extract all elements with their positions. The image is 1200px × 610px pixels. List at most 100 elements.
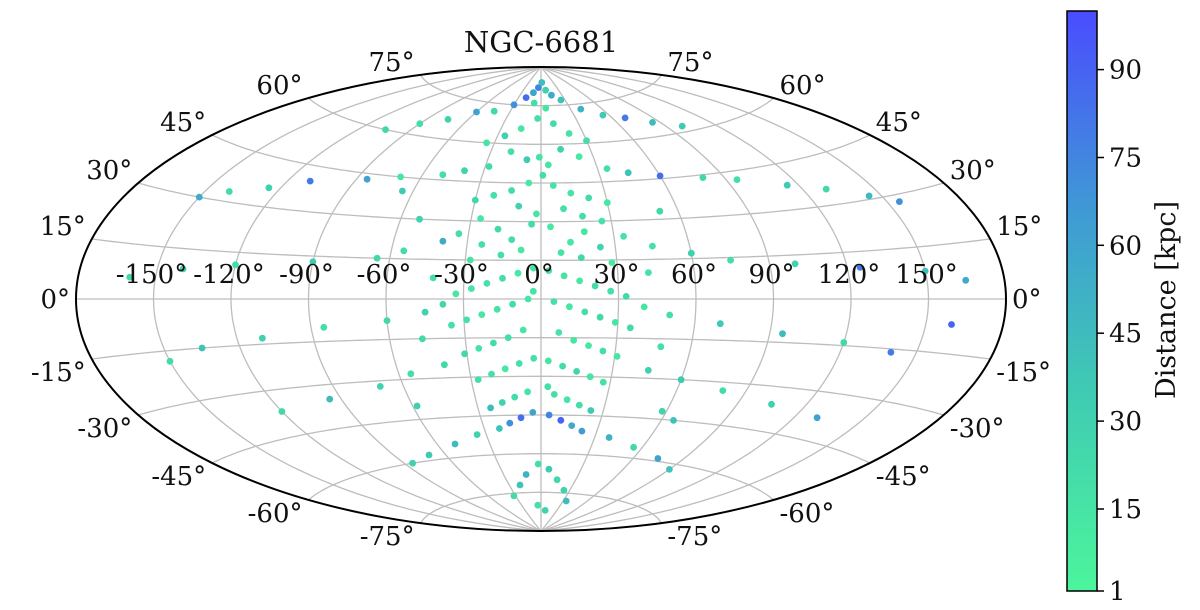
star-point [596,313,604,321]
longitude-tick-label: -60° [357,260,412,290]
star-point [517,414,525,422]
star-point [498,399,506,406]
star-point [535,153,543,161]
star-point [656,207,664,215]
star-point [560,205,567,213]
longitude-tick-label: -30° [434,260,489,290]
star-point [444,116,452,123]
star-point [522,471,530,478]
star-point [580,228,588,236]
parallel-line [308,453,774,501]
longitude-tick-labels: -150° -120° -90° -60° -30° 0° 30° 60° 90° 120° 150… [116,260,958,290]
star-point [585,194,593,202]
star-point [497,251,505,259]
longitude-tick-label: -90° [279,260,334,290]
latitude-tick-label-right: -75° [667,522,722,552]
star-point [649,242,656,250]
star-point [768,400,775,408]
star-point [461,167,468,175]
star-point [608,259,616,266]
star-point [198,344,206,352]
star-point [501,365,509,373]
latitude-tick-labels: -75° -75° -60° -60° -45° -45° -30° -30° -15° -15°… [31,48,1051,552]
star-point [585,342,592,349]
star-point [644,366,652,374]
star-point [508,236,516,244]
star-point [530,264,537,272]
star-point [468,285,475,292]
star-point [666,466,673,473]
latitude-tick-label-left: -15° [31,358,86,388]
star-point [533,210,540,218]
colorbar-tick-label: 15 [1109,495,1142,525]
star-point [499,274,506,282]
star-point [568,422,576,429]
star-point [670,417,677,424]
star-point [716,320,724,328]
star-point [544,357,552,365]
star-point [570,336,578,344]
star-point [473,431,481,438]
star-point [545,411,553,419]
star-point [452,290,460,298]
star-point [466,256,474,264]
star-point [496,425,503,432]
star-point [400,247,408,255]
colorbar-tick-label: 1 [1109,577,1126,607]
star-point [699,174,707,182]
star-point [278,408,286,415]
star-point [265,184,273,192]
parallel-line [211,134,871,184]
star-point [306,177,314,185]
latitude-tick-label-left: -60° [248,499,303,529]
colorbar-tick-label: 30 [1109,407,1142,437]
star-point [529,287,537,295]
star-point [539,171,547,179]
latitude-tick-label-left: 45° [160,108,206,138]
star-point [419,335,426,343]
star-point [544,161,552,169]
longitude-tick-label: 120° [818,260,881,290]
colorbar-tick-label: 90 [1109,56,1142,86]
star-point [493,305,501,313]
star-point [727,256,734,264]
star-point [557,96,565,104]
star-point [538,79,546,86]
latitude-tick-label-right: -60° [780,499,835,529]
star-point [478,311,486,318]
star-point [463,316,470,324]
star-point [733,176,741,184]
star-point [573,368,580,375]
star-point [530,99,538,107]
star-point [591,282,599,290]
longitude-tick-label: 150° [895,260,958,290]
star-point [524,388,531,396]
star-point [626,324,634,332]
parallel-line [308,97,774,145]
star-point [587,407,595,414]
star-point [519,326,527,334]
star-point [550,298,558,305]
star-point [557,416,565,424]
star-point [413,402,421,410]
star-point [577,254,585,261]
star-point [549,182,557,189]
star-point [399,187,406,195]
star-point [553,476,561,484]
star-point [560,486,568,494]
star-point [603,165,611,173]
star-point [630,443,637,451]
star-point [487,404,494,412]
map-boundary [75,66,1007,532]
star-point [506,419,514,427]
star-point [478,241,486,248]
star-point [555,329,563,336]
star-point [473,108,480,116]
star-point [490,191,498,199]
star-point [373,254,381,262]
star-point [416,215,423,223]
star-point [232,261,239,269]
latitude-tick-label-right: 15° [996,212,1042,242]
star-point [439,300,447,308]
longitude-tick-label: -120° [193,260,264,290]
